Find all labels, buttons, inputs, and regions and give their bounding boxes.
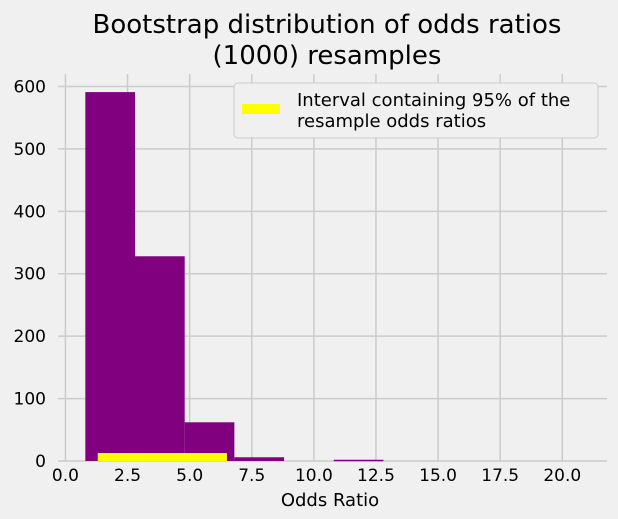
x-tick-label: 10.0	[295, 466, 333, 486]
chart-title-line-1: Bootstrap distribution of odds ratios	[93, 10, 562, 40]
y-tick-labels: 0 100 200 300 400 500 600	[14, 77, 46, 472]
y-tick-label: 200	[14, 327, 46, 347]
x-tick-label: 7.5	[238, 466, 265, 486]
x-axis-label: Odds Ratio	[281, 490, 379, 511]
legend-swatch	[242, 104, 280, 114]
legend-label-line-1: Interval containing 95% of the	[297, 90, 570, 111]
interval-layer	[97, 453, 227, 461]
histogram-bar	[85, 92, 136, 461]
x-tick-labels: 0.0 2.5 5.0 7.5 10.0 12.5 15.0 17.5 20.0	[52, 466, 581, 486]
y-tick-label: 600	[14, 77, 46, 97]
x-tick-label: 5.0	[176, 466, 203, 486]
y-tick-label: 400	[14, 202, 46, 222]
y-tick-label: 0	[35, 452, 46, 472]
histogram-bar	[234, 457, 285, 461]
x-tick-label: 17.5	[481, 466, 519, 486]
y-tick-label: 100	[14, 390, 46, 410]
chart-title-line-2: (1000) resamples	[213, 41, 442, 71]
x-tick-label: 15.0	[419, 466, 457, 486]
y-tick-label: 300	[14, 265, 46, 285]
x-tick-label: 20.0	[543, 466, 581, 486]
confidence-interval-bar	[97, 453, 227, 461]
histogram-bar	[333, 459, 384, 462]
legend-box	[233, 82, 599, 139]
x-tick-label: 0.0	[52, 466, 79, 486]
x-tick-label: 2.5	[114, 466, 141, 486]
legend: Interval containing 95% of the resample …	[233, 82, 599, 139]
legend-label-line-2: resample odds ratios	[297, 111, 486, 132]
x-tick-label: 12.5	[357, 466, 395, 486]
histogram-bars	[85, 92, 384, 462]
y-tick-label: 500	[14, 140, 46, 160]
histogram-bar	[135, 256, 185, 461]
